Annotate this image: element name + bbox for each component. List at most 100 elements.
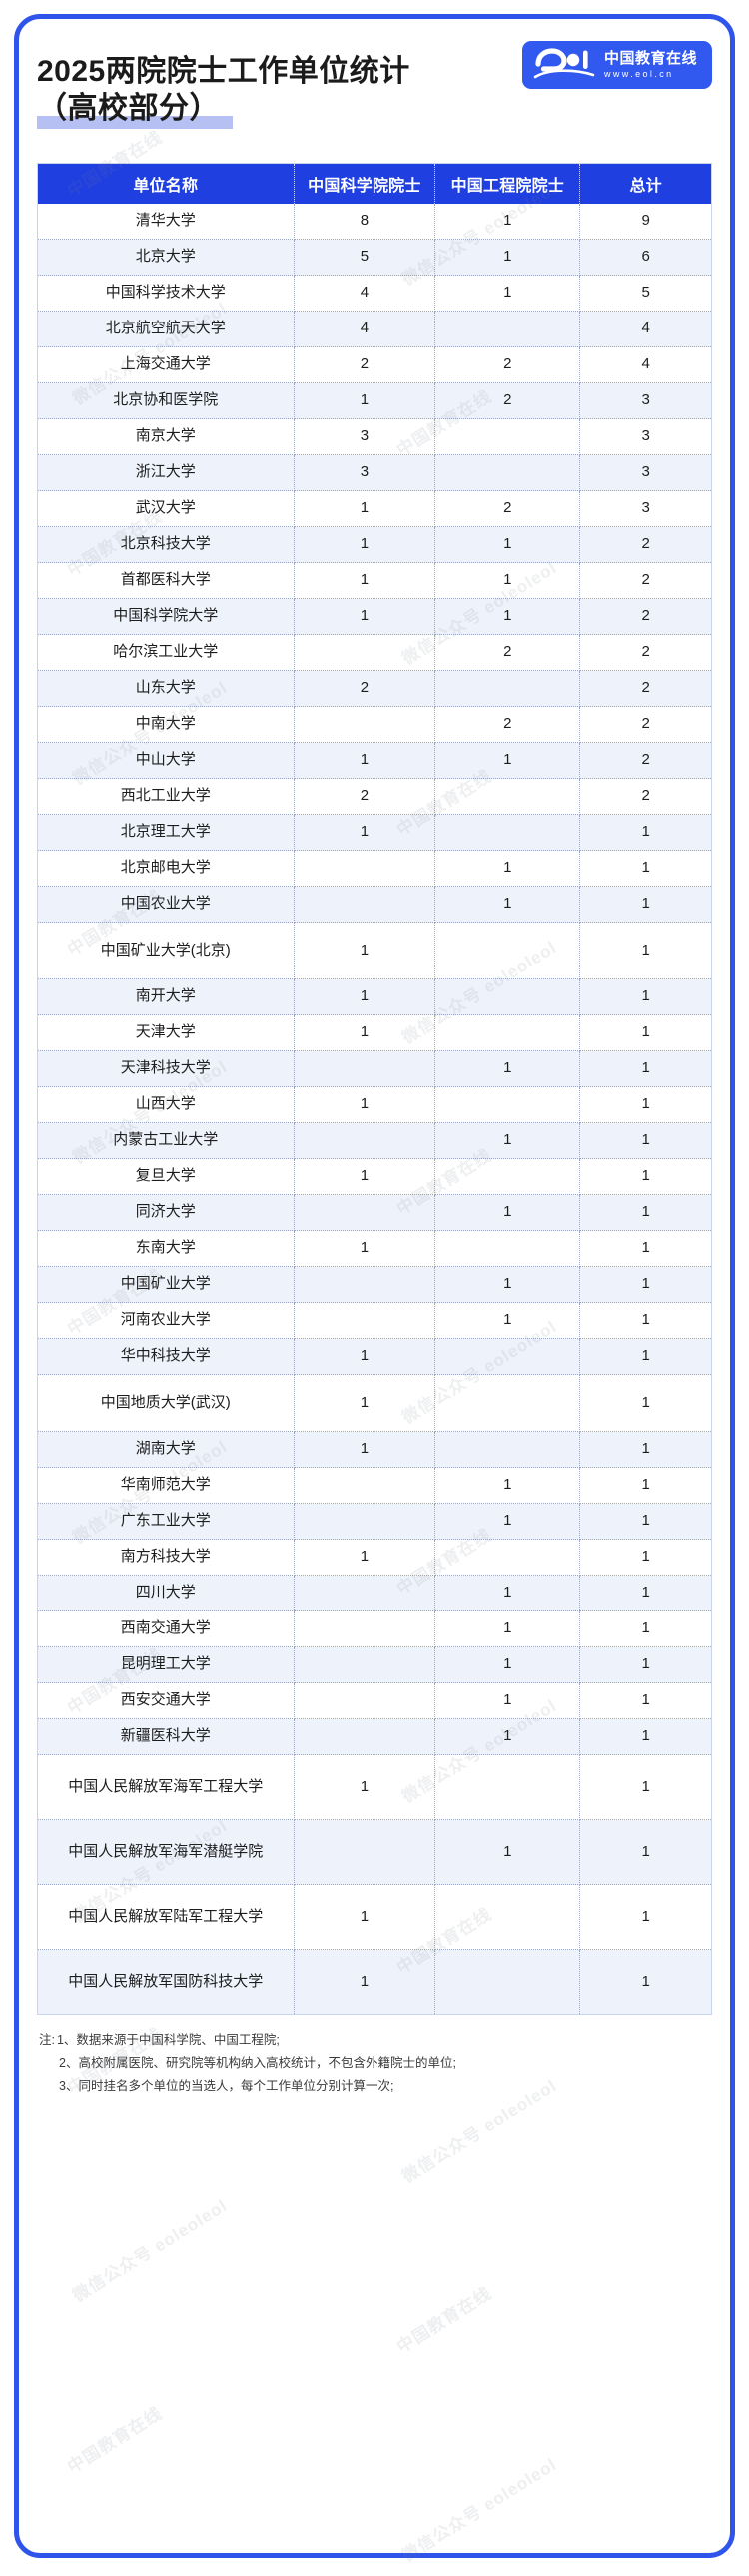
cell-institution-name: 中国科学技术大学 — [37, 275, 295, 312]
cell-cae-count — [434, 978, 581, 1015]
cell-total-count: 9 — [579, 204, 712, 240]
cell-total-count: 1 — [579, 1819, 712, 1885]
cell-institution-name: 中山大学 — [37, 742, 295, 779]
cell-cas-count — [294, 1646, 436, 1683]
rounded-frame: 2025两院院士工作单位统计 （高校部分） 中国教育在线 www.eol.cn — [14, 14, 735, 2558]
cell-total-count: 1 — [579, 1338, 712, 1375]
cell-total-count: 3 — [579, 454, 712, 491]
table-row: 中国人民解放军国防科技大学 1 1 — [37, 1949, 712, 2015]
cell-institution-name: 湖南大学 — [37, 1431, 295, 1468]
table-row: 同济大学 1 1 — [37, 1194, 712, 1231]
cell-cae-count: 1 — [434, 1467, 581, 1504]
table-row: 浙江大学 3 3 — [37, 454, 712, 491]
cell-institution-name: 南开大学 — [37, 978, 295, 1015]
table-row: 武汉大学 1 2 3 — [37, 490, 712, 527]
footnote-item-2: 2、高校附属医院、研究院等机构纳入高校统计，不包含外籍院士的单位; — [59, 2056, 456, 2071]
cell-cas-count: 1 — [294, 742, 436, 779]
cell-cae-count: 1 — [434, 204, 581, 240]
cell-total-count: 1 — [579, 1503, 712, 1540]
cell-cas-count: 1 — [294, 1086, 436, 1123]
table-row: 中国人民解放军海军潜艇学院 1 1 — [37, 1819, 712, 1885]
cell-total-count: 1 — [579, 1949, 712, 2015]
table-row: 中国人民解放军陆军工程大学 1 1 — [37, 1884, 712, 1950]
cell-cae-count — [434, 418, 581, 455]
table-row: 昆明理工大学 1 1 — [37, 1646, 712, 1683]
cell-institution-name: 广东工业大学 — [37, 1503, 295, 1540]
cell-cae-count: 2 — [434, 382, 581, 419]
cell-cas-count: 1 — [294, 526, 436, 563]
cell-cae-count — [434, 1158, 581, 1195]
table-row: 东南大学 1 1 — [37, 1230, 712, 1267]
cell-institution-name: 中国人民解放军国防科技大学 — [37, 1949, 295, 2015]
cell-institution-name: 西安交通大学 — [37, 1682, 295, 1719]
table-row: 中国科学技术大学 4 1 5 — [37, 275, 712, 312]
cell-institution-name: 内蒙古工业大学 — [37, 1122, 295, 1159]
cell-total-count: 1 — [579, 814, 712, 851]
cell-cas-count — [294, 634, 436, 671]
logo-cn-name: 中国教育在线 — [604, 50, 698, 67]
table-row: 南方科技大学 1 1 — [37, 1539, 712, 1576]
cell-cae-count — [434, 311, 581, 347]
cell-institution-name: 北京航空航天大学 — [37, 311, 295, 347]
table-row: 四川大学 1 1 — [37, 1575, 712, 1611]
cell-total-count: 1 — [579, 1122, 712, 1159]
column-header-total: 总计 — [579, 163, 712, 204]
cell-cas-count: 4 — [294, 275, 436, 312]
table-row: 复旦大学 1 1 — [37, 1158, 712, 1195]
cell-cae-count — [434, 1086, 581, 1123]
table-row: 华南师范大学 1 1 — [37, 1467, 712, 1504]
cell-total-count: 1 — [579, 1884, 712, 1950]
cell-cas-count — [294, 850, 436, 887]
cell-cas-count: 2 — [294, 346, 436, 383]
cell-institution-name: 北京理工大学 — [37, 814, 295, 851]
cell-total-count: 1 — [579, 1754, 712, 1820]
cell-cas-count: 3 — [294, 454, 436, 491]
title-wrap: 2025两院院士工作单位统计 （高校部分） — [37, 53, 410, 130]
cell-cas-count: 1 — [294, 1374, 436, 1432]
cell-total-count: 3 — [579, 490, 712, 527]
cell-institution-name: 首都医科大学 — [37, 562, 295, 599]
cell-total-count: 1 — [579, 1194, 712, 1231]
table-row: 上海交通大学 2 2 4 — [37, 346, 712, 383]
logo-text-block: 中国教育在线 www.eol.cn — [604, 51, 697, 79]
cell-cae-count: 1 — [434, 598, 581, 635]
cell-institution-name: 哈尔滨工业大学 — [37, 634, 295, 671]
cell-total-count: 1 — [579, 1431, 712, 1468]
cell-cae-count: 1 — [434, 1575, 581, 1611]
cell-total-count: 1 — [579, 1014, 712, 1051]
cell-total-count: 1 — [579, 1266, 712, 1303]
cell-cas-count: 1 — [294, 1158, 436, 1195]
cell-institution-name: 天津大学 — [37, 1014, 295, 1051]
footnote-item-1: 1、数据来源于中国科学院、中国工程院; — [56, 2033, 280, 2047]
table-row: 山东大学 2 2 — [37, 670, 712, 707]
cell-cas-count: 2 — [294, 778, 436, 815]
cell-cas-count — [294, 886, 436, 923]
cell-cas-count — [294, 706, 436, 743]
cell-total-count: 3 — [579, 418, 712, 455]
cell-total-count: 4 — [579, 346, 712, 383]
table-row: 北京科技大学 1 1 2 — [37, 526, 712, 563]
cell-cas-count — [294, 1266, 436, 1303]
table-row: 湖南大学 1 1 — [37, 1431, 712, 1468]
cell-cae-count: 1 — [434, 526, 581, 563]
cell-institution-name: 武汉大学 — [37, 490, 295, 527]
table-row: 山西大学 1 1 — [37, 1086, 712, 1123]
cell-cas-count: 1 — [294, 1754, 436, 1820]
footnote-indent — [39, 2052, 59, 2075]
eol-swirl-icon — [532, 48, 596, 82]
cell-cas-count: 1 — [294, 1949, 436, 2015]
column-header-cas: 中国科学院院士 — [294, 163, 436, 204]
cell-cae-count: 1 — [434, 1266, 581, 1303]
cell-institution-name: 同济大学 — [37, 1194, 295, 1231]
page-title: 2025两院院士工作单位统计 （高校部分） — [37, 55, 410, 126]
table-row: 内蒙古工业大学 1 1 — [37, 1122, 712, 1159]
cell-cae-count: 2 — [434, 490, 581, 527]
table-row: 北京理工大学 1 1 — [37, 814, 712, 851]
cell-cae-count: 2 — [434, 346, 581, 383]
table-row: 中山大学 1 1 2 — [37, 742, 712, 779]
column-header-cae: 中国工程院院士 — [434, 163, 581, 204]
cell-cae-count — [434, 1884, 581, 1950]
table-row: 中国矿业大学(北京) 1 1 — [37, 922, 712, 979]
cell-total-count: 1 — [579, 1302, 712, 1339]
cell-total-count: 2 — [579, 670, 712, 707]
